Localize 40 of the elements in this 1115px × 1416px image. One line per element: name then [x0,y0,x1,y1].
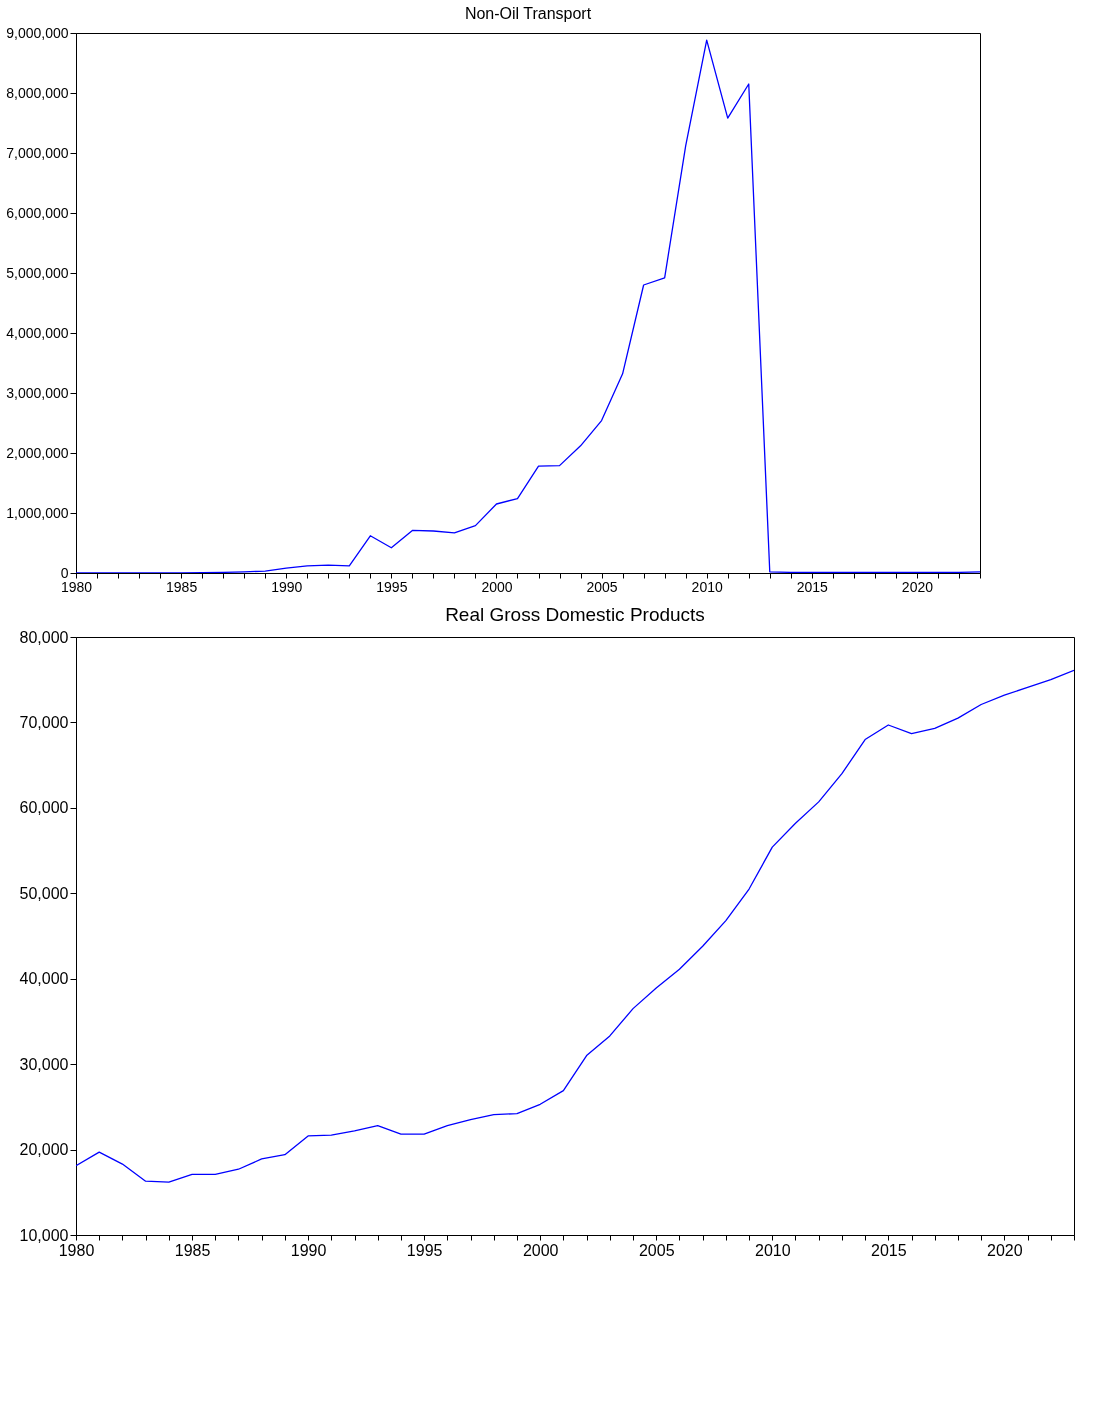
x-tick-label: 1985 [166,578,198,595]
x-tick-label: 1995 [406,1241,443,1259]
y-tick-label: 9,000,000 [6,24,69,41]
x-tick-label: 2015 [796,578,829,595]
x-tick-label: 2010 [691,578,723,595]
y-tick-label: 20,000 [19,1141,69,1159]
line-series [76,39,980,573]
y-tick-label: 6,000,000 [6,204,69,221]
y-tick-label: 3,000,000 [6,384,69,401]
y-tick-label: 70,000 [19,713,69,731]
x-tick-label: 2020 [987,1241,1023,1259]
line-series [76,669,1074,1183]
y-tick-label: 30,000 [19,1055,69,1073]
y-tick-label: 1,000,000 [6,504,69,521]
y-tick-label: 4,000,000 [6,324,69,341]
chart-title: Real Gross Domestic Products [445,604,705,625]
x-tick-label: 1990 [290,1241,327,1259]
x-tick-label: 1980 [58,1241,95,1259]
x-tick-label: 2020 [901,578,934,595]
x-tick-label: 2000 [481,578,513,595]
chart-title: Non-Oil Transport [464,5,592,22]
y-tick-label: 50,000 [19,884,69,902]
x-tick-label: 2000 [522,1241,559,1259]
y-tick-label: 80,000 [19,628,69,646]
x-tick-label: 2005 [586,578,618,595]
y-tick-label: 60,000 [19,799,69,817]
y-tick-label: 40,000 [19,970,69,988]
x-tick-label: 2005 [638,1241,675,1259]
y-tick-label: 7,000,000 [6,144,69,161]
y-tick-label: 10,000 [19,1226,69,1244]
y-tick-label: 8,000,000 [6,84,69,101]
x-tick-label: 1990 [271,578,303,595]
x-tick-label: 1980 [60,578,93,595]
y-tick-label: 2,000,000 [6,444,69,461]
x-tick-label: 1995 [376,578,408,595]
x-tick-label: 2015 [871,1241,907,1259]
y-tick-label: 5,000,000 [6,264,69,281]
y-tick-label: 0 [60,564,69,581]
x-tick-label: 2010 [754,1241,791,1259]
x-tick-label: 1985 [174,1241,211,1259]
